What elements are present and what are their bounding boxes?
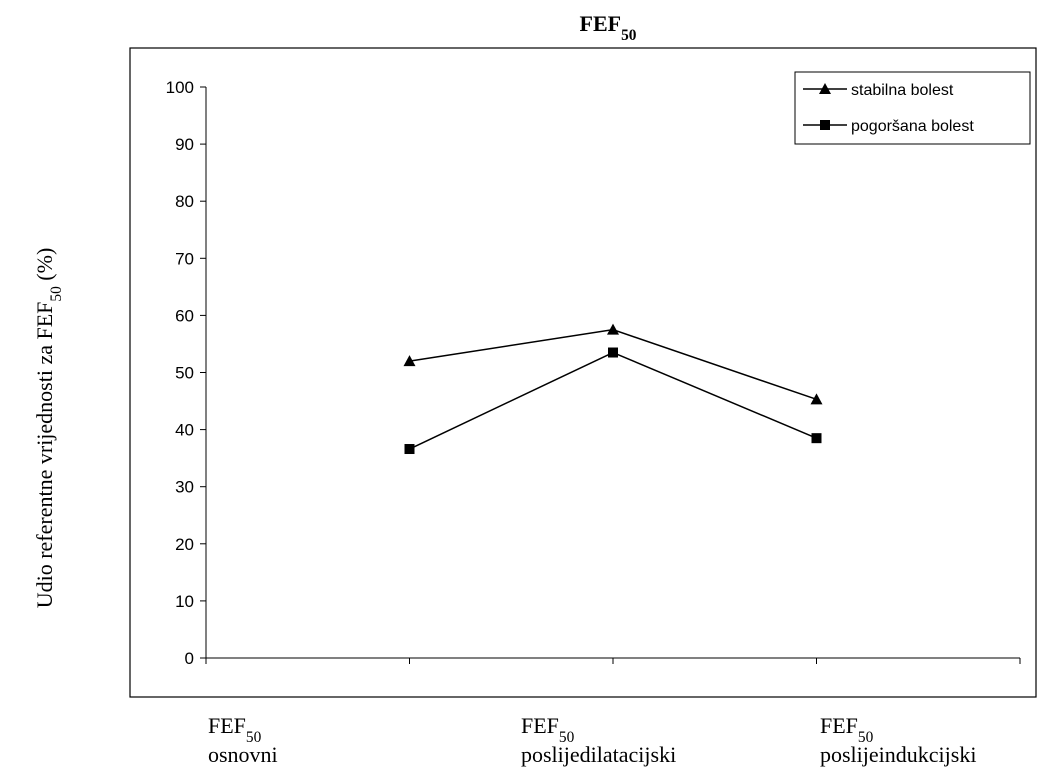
y-axis-title-part: Udio referentne vrijednosti za FEF	[32, 302, 57, 609]
marker	[607, 323, 619, 335]
chart-frame	[129, 47, 1037, 698]
y-axis-title-part: (%)	[32, 248, 57, 286]
y-axis-title-part: 50	[48, 286, 65, 302]
legend-label: stabilna bolest	[851, 82, 954, 99]
x-tick-prefix-part: FEF	[521, 713, 559, 738]
x-tick-label: poslijeindukcijski	[820, 742, 976, 767]
y-tick-label: 20	[175, 535, 194, 554]
y-tick-label: 90	[175, 135, 194, 154]
marker	[404, 444, 415, 455]
y-axis-title: Udio referentne vrijednosti za FEF50 (%)	[32, 248, 65, 609]
series-line	[409, 351, 817, 450]
x-tick-prefix-part: 50	[246, 729, 262, 746]
x-tick-prefix: FEF50	[208, 713, 262, 746]
y-tick-label: 80	[175, 192, 194, 211]
chart-title-part: 50	[621, 27, 637, 44]
chart-title-part: FEF	[580, 11, 622, 36]
series-line	[409, 328, 817, 401]
marker	[608, 347, 618, 358]
y-tick-label: 40	[175, 421, 194, 440]
y-tick-label: 0	[185, 649, 194, 668]
marker	[819, 83, 831, 94]
x-tick-prefix-part: 50	[858, 729, 874, 746]
chart-title: FEF50	[580, 11, 637, 44]
marker	[811, 433, 822, 444]
y-tick-label: 70	[175, 249, 194, 268]
x-tick-label: poslijedilatacijski	[521, 742, 676, 767]
marker	[810, 393, 823, 405]
y-tick-label: 50	[175, 364, 194, 383]
x-tick-prefix: FEF50	[521, 713, 575, 746]
x-tick-prefix: FEF50	[820, 713, 874, 746]
x-tick-prefix-part: 50	[559, 729, 575, 746]
marker	[820, 120, 830, 130]
y-tick-label: 10	[175, 592, 194, 611]
x-tick-label: osnovni	[208, 742, 278, 767]
y-tick-label: 30	[175, 478, 194, 497]
legend-label: pogoršana bolest	[851, 118, 974, 135]
y-tick-label: 100	[166, 78, 194, 97]
y-tick-label: 60	[175, 306, 194, 325]
legend-box	[794, 71, 1031, 145]
x-tick-prefix-part: FEF	[820, 713, 858, 738]
marker	[403, 355, 416, 367]
x-tick-prefix-part: FEF	[208, 713, 246, 738]
